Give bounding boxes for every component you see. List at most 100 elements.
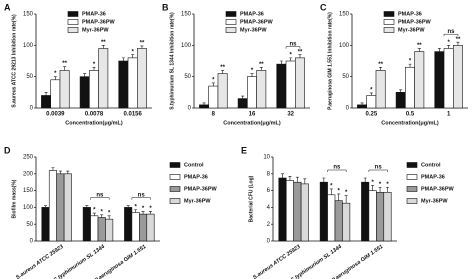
error-bar <box>295 176 299 183</box>
significance-bracket <box>327 169 347 172</box>
error-bar <box>298 54 302 58</box>
x-tick-label: 0.25 <box>365 112 377 118</box>
y-axis-label: Bacterial CFU (Log) <box>248 175 254 222</box>
bar <box>293 181 302 242</box>
significance-annotation: ns <box>289 41 297 47</box>
y-tick-label: 200 <box>23 171 34 177</box>
error-bar <box>134 209 138 213</box>
error-bar <box>289 57 293 61</box>
significance-bracket <box>443 33 459 37</box>
bar <box>285 60 296 109</box>
x-tick-label: 32 <box>287 112 294 118</box>
bar <box>443 48 454 109</box>
panel-label: B <box>162 2 169 12</box>
significance-mark: * <box>101 209 104 215</box>
y-tick-label: 2 <box>267 222 271 228</box>
significance-bracket <box>368 169 388 172</box>
significance-mark: * <box>370 88 373 94</box>
bar <box>41 207 50 242</box>
bar <box>48 170 57 242</box>
error-bar <box>202 102 206 105</box>
bar <box>127 57 138 109</box>
x-axis-label: Concentration(μg/mL) <box>65 120 123 126</box>
significance-mark: * <box>142 206 145 212</box>
significance-mark: * <box>289 52 292 58</box>
error-bar <box>107 215 111 220</box>
bar <box>137 48 147 109</box>
significance-mark: * <box>149 206 152 212</box>
bar <box>376 191 385 242</box>
y-tick-label: 100 <box>23 205 34 211</box>
error-bar <box>100 214 104 218</box>
y-tick-label: 50 <box>26 222 33 228</box>
legend-swatch <box>67 19 79 25</box>
significance-mark: * <box>54 71 57 77</box>
error-bar <box>369 92 373 96</box>
legend-swatch <box>169 198 181 204</box>
legend-label: Myr-36PW <box>184 198 211 204</box>
significance-mark: * <box>251 68 254 74</box>
x-tick-label: 0.0039 <box>46 112 65 118</box>
legend-label: Control <box>421 162 441 168</box>
error-bar <box>44 92 48 96</box>
bar <box>276 63 287 109</box>
significance-annotation: ns <box>96 192 104 198</box>
y-tick-label: 6 <box>267 188 271 194</box>
significance-bracket <box>90 197 110 200</box>
significance-mark: * <box>212 78 215 84</box>
bar <box>357 104 367 109</box>
y-tick-label: 0 <box>346 106 350 112</box>
y-tick-label: 150 <box>23 188 34 194</box>
bar <box>89 70 99 109</box>
legend-swatch <box>406 174 418 180</box>
error-bar <box>211 82 215 87</box>
bar <box>361 181 370 242</box>
bar <box>59 70 70 109</box>
error-bar <box>131 54 135 58</box>
y-tick-label: 0 <box>267 239 271 245</box>
legend-label: Control <box>184 162 204 168</box>
bar <box>366 95 377 109</box>
error-bar <box>85 205 89 208</box>
legend-swatch <box>225 27 237 33</box>
legend-swatch <box>383 19 395 25</box>
panel-label: D <box>4 145 11 155</box>
significance-mark: * <box>447 40 450 46</box>
error-bar <box>58 170 62 174</box>
y-tick-label: 100 <box>339 43 350 49</box>
legend-label: PMAP-36 <box>82 11 106 17</box>
error-bar <box>140 45 144 49</box>
legend-label: Myr-36PW <box>398 27 425 33</box>
error-bar <box>148 211 152 215</box>
significance-mark: ** <box>140 41 145 47</box>
y-tick-label: 150 <box>23 12 34 18</box>
bar <box>295 57 305 109</box>
bar <box>334 200 343 242</box>
bar <box>199 104 209 109</box>
error-bar <box>66 170 70 174</box>
bar <box>97 217 106 242</box>
bar <box>327 194 336 242</box>
significance-annotation: ns <box>138 192 146 198</box>
y-tick-label: 250 <box>23 155 34 161</box>
error-bar <box>378 186 382 193</box>
error-bar <box>417 48 421 52</box>
y-axis-label: P.aeruginosa GIM 1.551 Inhibition rate(%… <box>327 12 333 110</box>
error-bar <box>221 70 225 74</box>
legend-label: PMAP-36 <box>184 174 208 180</box>
bar <box>300 183 309 242</box>
significance-mark: ** <box>101 40 106 46</box>
legend-swatch <box>383 11 395 17</box>
legend-swatch <box>406 186 418 192</box>
error-bar <box>385 186 389 193</box>
error-bar <box>456 41 460 46</box>
bar <box>56 173 65 242</box>
error-bar <box>437 48 441 52</box>
y-tick-label: 0 <box>30 239 34 245</box>
bar <box>285 180 294 242</box>
error-bar <box>329 188 333 195</box>
y-tick-label: 100 <box>181 43 192 49</box>
legend-swatch <box>169 186 181 192</box>
error-bar <box>399 89 403 93</box>
x-axis-label: Concentration(μg/mL) <box>223 120 281 126</box>
